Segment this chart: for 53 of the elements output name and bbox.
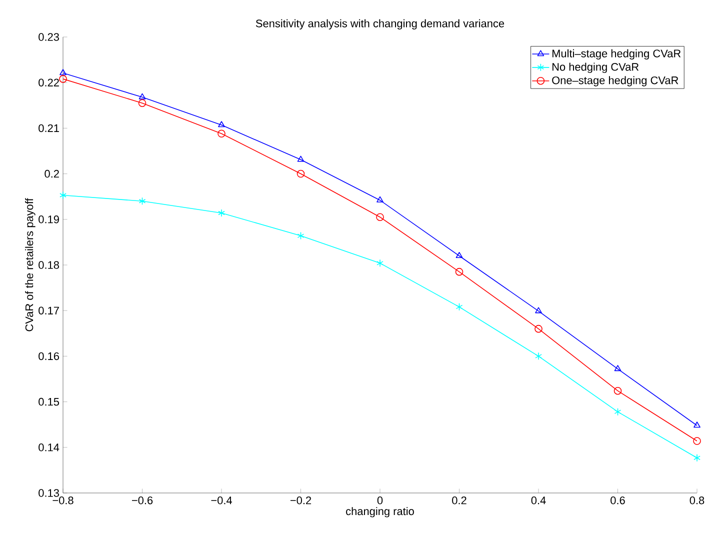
point xyxy=(456,252,463,258)
point xyxy=(138,197,146,206)
y-tick-label: 0.16 xyxy=(38,352,59,360)
point xyxy=(376,259,384,268)
point xyxy=(614,365,622,372)
point xyxy=(297,232,304,240)
legend-label: One–stage hedging CVaR xyxy=(552,76,678,86)
point xyxy=(138,93,146,100)
point xyxy=(455,268,464,276)
point xyxy=(614,408,622,416)
point xyxy=(218,121,225,128)
x-axis-title: changing ratio xyxy=(346,507,414,518)
point xyxy=(376,213,384,222)
legend-label: No hedging CVaR xyxy=(552,62,639,73)
point xyxy=(138,99,146,108)
y-tick-label: 0.19 xyxy=(38,216,59,224)
point xyxy=(693,437,701,445)
point xyxy=(218,209,225,217)
point xyxy=(376,196,384,202)
point xyxy=(218,130,226,138)
x-tick-label: 0.8 xyxy=(690,496,704,504)
point xyxy=(60,69,66,76)
x-tick-label: −0.4 xyxy=(211,496,232,504)
y-tick-label: 0.14 xyxy=(38,444,60,452)
point xyxy=(694,454,700,462)
point xyxy=(694,422,700,428)
point xyxy=(59,75,67,83)
y-tick-label: 0.13 xyxy=(38,489,59,497)
chart-title: Sensitivity analysis with changing demand variance xyxy=(256,19,504,30)
point xyxy=(296,170,305,178)
legend-label: Multi–stage hedging CVaR xyxy=(552,49,681,60)
point xyxy=(535,307,542,314)
point xyxy=(535,352,542,360)
x-tick-label: 0.2 xyxy=(452,496,466,504)
x-tick-label: 0.6 xyxy=(610,496,625,504)
point xyxy=(614,386,622,395)
x-tick-label: −0.2 xyxy=(290,496,312,504)
y-tick-label: 0.17 xyxy=(38,306,59,314)
point xyxy=(534,324,542,333)
x-tick-label: 0 xyxy=(377,496,383,504)
y-tick-label: 0.21 xyxy=(38,124,59,132)
x-tick-label: −0.8 xyxy=(52,496,74,504)
point xyxy=(456,303,463,311)
y-tick-label: 0.18 xyxy=(38,261,59,269)
y-axis-title: CVaR of the retailers payoff xyxy=(25,198,36,332)
y-tick-label: 0.22 xyxy=(38,78,59,86)
x-tick-label: −0.6 xyxy=(132,496,153,504)
y-tick-label: 0.2 xyxy=(44,170,59,178)
y-tick-label: 0.23 xyxy=(38,33,59,41)
x-tick-label: 0.4 xyxy=(531,496,546,504)
point xyxy=(297,156,304,162)
point xyxy=(60,191,66,200)
y-tick-label: 0.15 xyxy=(38,398,60,406)
